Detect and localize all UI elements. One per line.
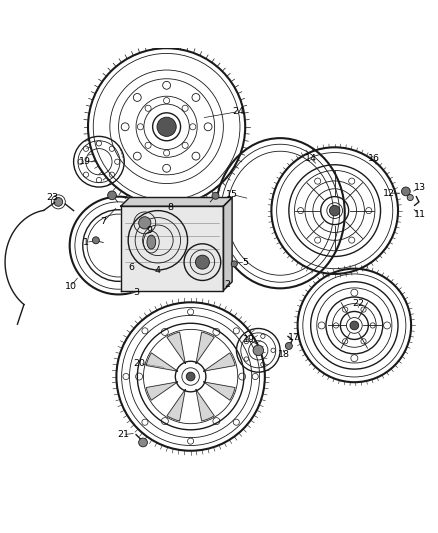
Text: 14: 14 (305, 154, 317, 163)
Text: 11: 11 (414, 211, 426, 220)
Text: 19: 19 (243, 335, 254, 344)
Text: 2: 2 (225, 280, 231, 289)
Polygon shape (121, 206, 223, 290)
Polygon shape (146, 382, 178, 400)
Circle shape (195, 255, 209, 269)
Text: 1: 1 (83, 238, 89, 247)
Text: 23: 23 (46, 193, 58, 202)
Circle shape (108, 191, 117, 200)
Text: 10: 10 (64, 281, 77, 290)
Ellipse shape (147, 235, 155, 249)
Circle shape (139, 438, 148, 447)
Polygon shape (223, 198, 232, 290)
Text: 9: 9 (146, 226, 152, 235)
Polygon shape (167, 390, 185, 421)
Polygon shape (196, 332, 214, 364)
Text: 12: 12 (383, 189, 395, 198)
Circle shape (231, 261, 237, 267)
Circle shape (139, 217, 151, 229)
Circle shape (54, 198, 63, 206)
Polygon shape (146, 353, 178, 371)
Polygon shape (196, 390, 214, 421)
Text: 17: 17 (288, 333, 300, 342)
Text: 4: 4 (155, 266, 161, 276)
Text: 13: 13 (414, 183, 426, 192)
Circle shape (157, 117, 176, 136)
Circle shape (402, 187, 410, 196)
Text: 21: 21 (117, 430, 129, 439)
Text: 19: 19 (78, 157, 91, 166)
Text: 5: 5 (242, 257, 248, 266)
Text: 22: 22 (352, 299, 364, 308)
Circle shape (92, 237, 99, 244)
Text: 18: 18 (278, 350, 290, 359)
Circle shape (350, 321, 359, 330)
Polygon shape (167, 332, 185, 364)
Circle shape (407, 195, 413, 200)
Circle shape (253, 345, 264, 356)
Circle shape (212, 192, 219, 199)
Circle shape (286, 343, 292, 350)
Text: 24: 24 (233, 107, 245, 116)
Polygon shape (204, 353, 235, 371)
Polygon shape (121, 198, 232, 206)
Circle shape (329, 205, 340, 216)
Text: 15: 15 (226, 190, 238, 199)
Circle shape (186, 372, 195, 381)
Text: 7: 7 (100, 217, 106, 227)
Text: 3: 3 (133, 288, 139, 297)
Text: 16: 16 (368, 154, 380, 163)
Polygon shape (204, 382, 235, 400)
Text: 6: 6 (129, 263, 134, 272)
Text: 20: 20 (134, 359, 145, 368)
Text: 8: 8 (167, 203, 173, 212)
